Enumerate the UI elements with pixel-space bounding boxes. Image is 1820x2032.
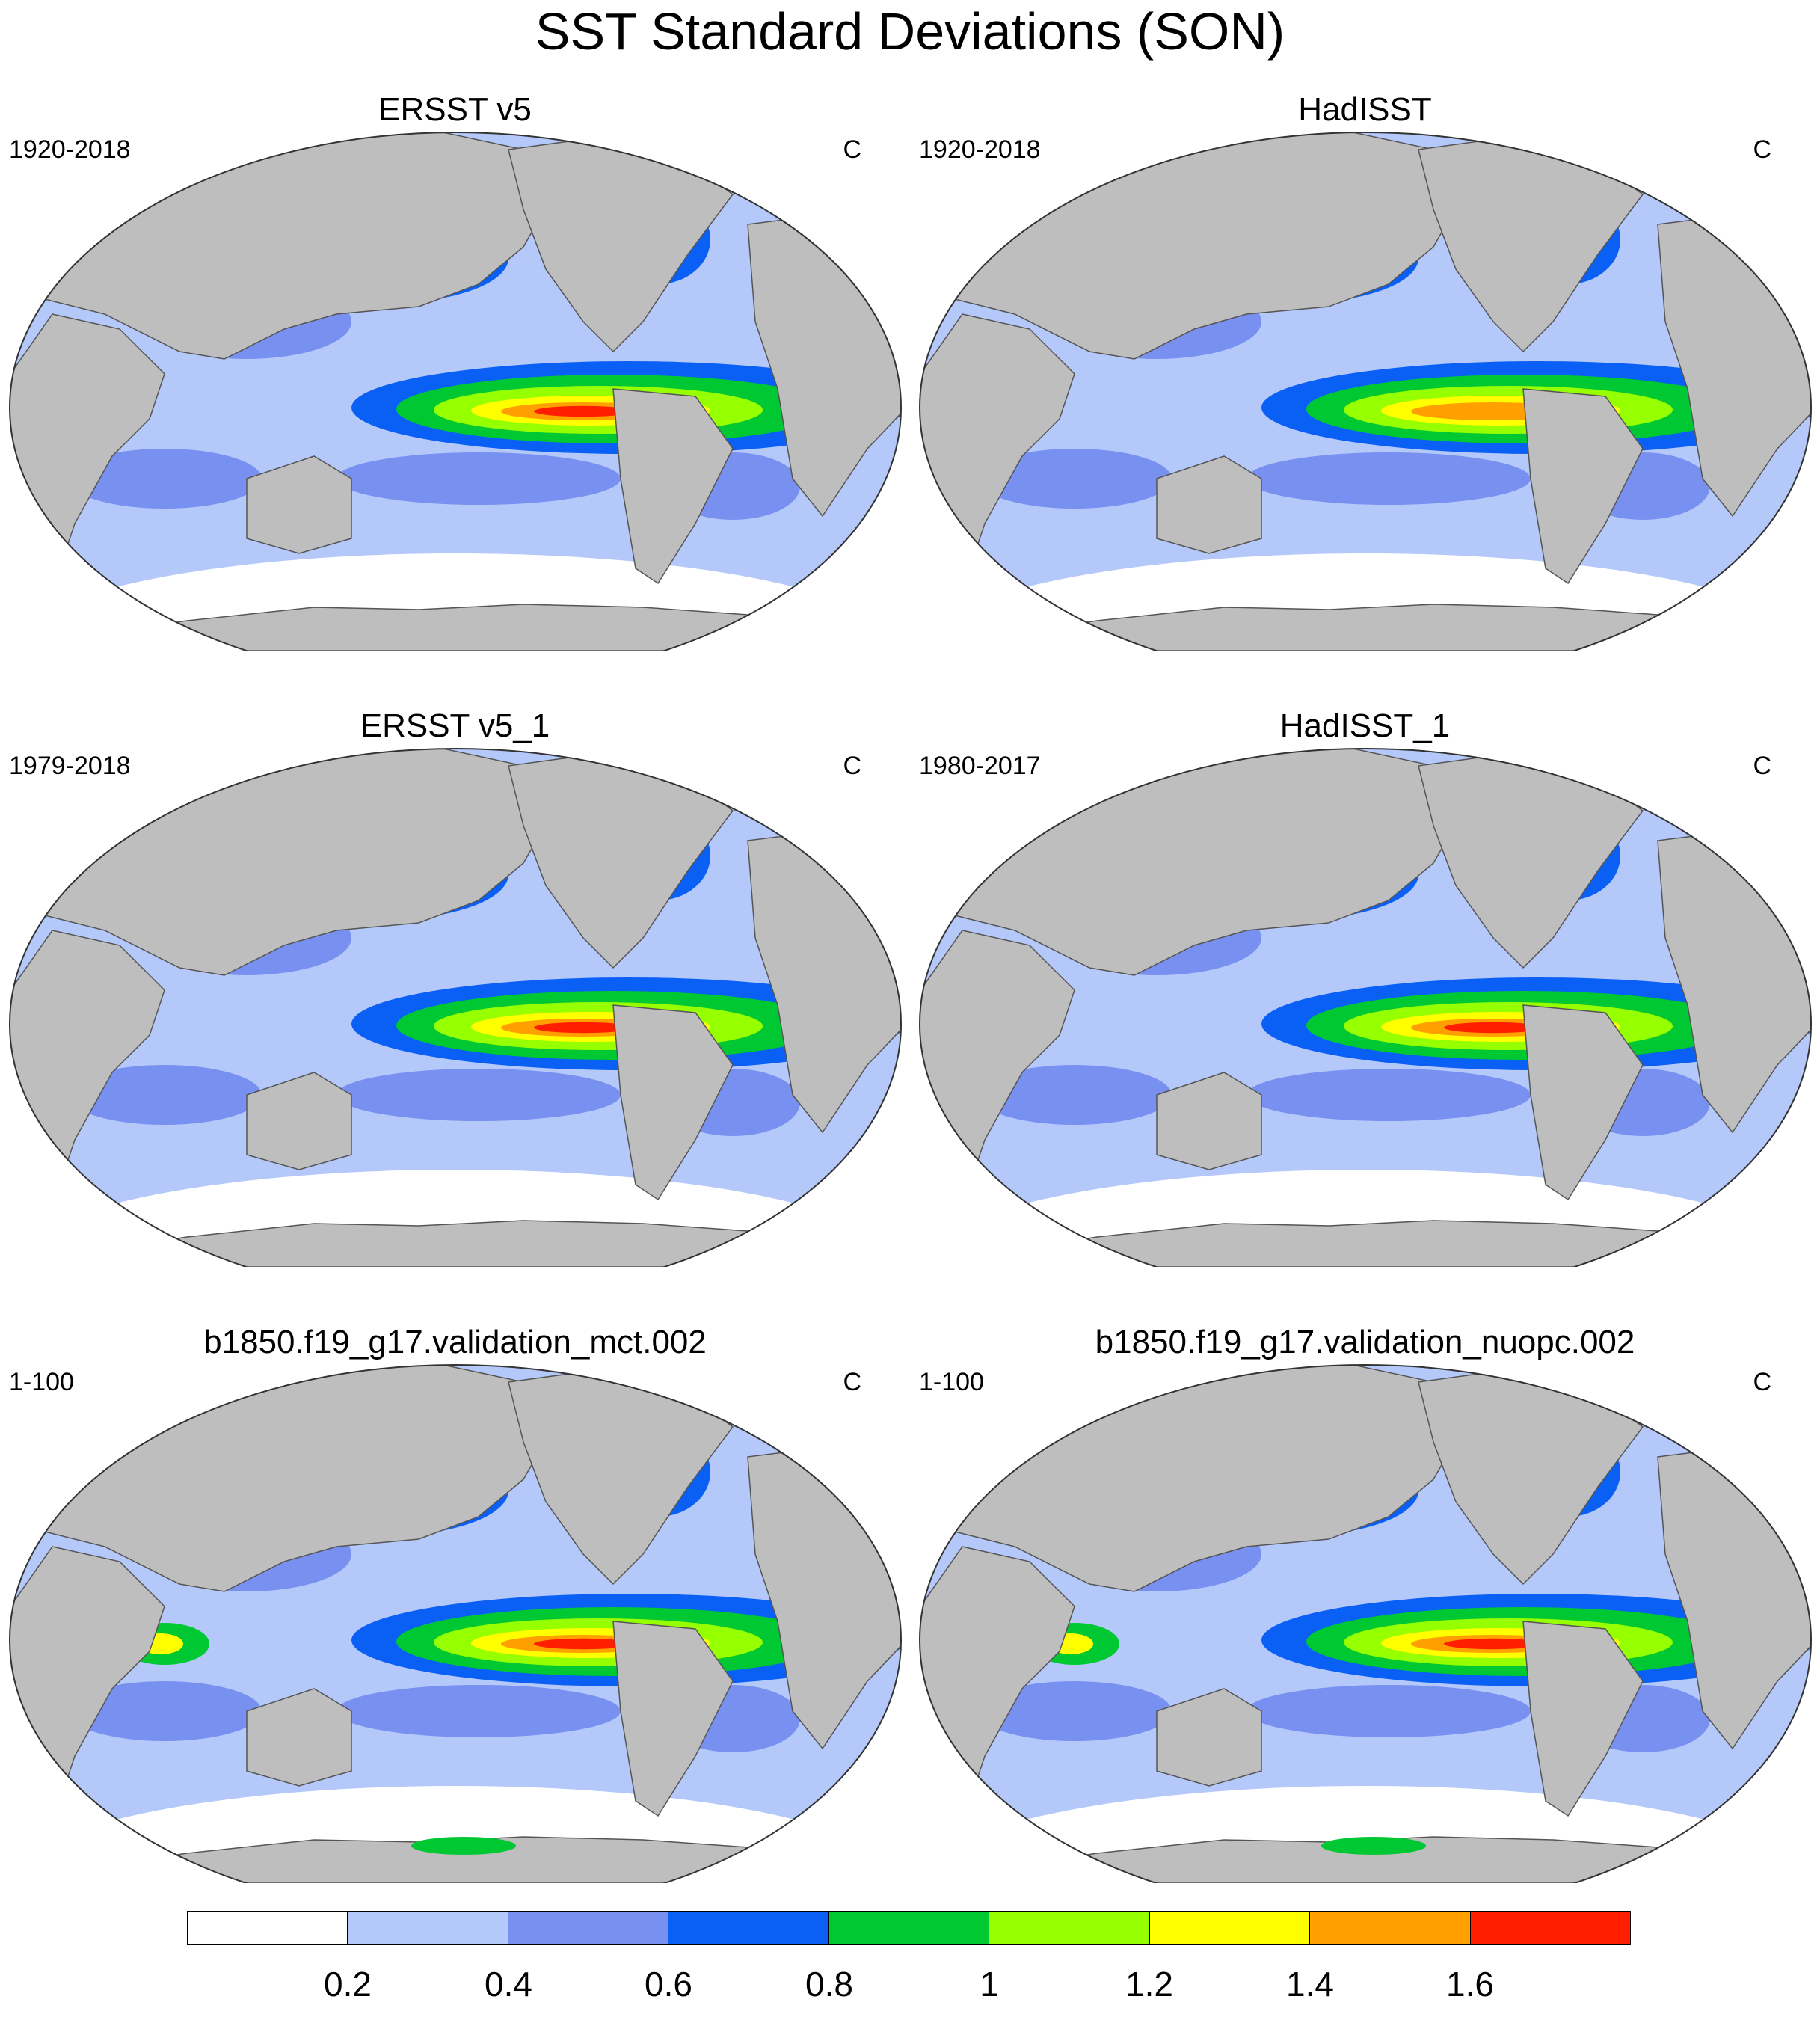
colorbar-label: 0.6 <box>645 1965 692 2004</box>
australia <box>1156 455 1262 554</box>
south-pacific-band <box>336 452 621 505</box>
southern-ocean-low-band <box>10 1786 901 1883</box>
colorbar-label: 0.8 <box>805 1965 853 2004</box>
panel-title: ERSST v5_1 <box>360 707 550 744</box>
panel-period: 1-100 <box>9 1368 74 1396</box>
australia <box>246 1688 352 1787</box>
enso-tongue-level <box>1444 1638 1543 1650</box>
southern-ocean-green <box>1321 1837 1426 1855</box>
australia <box>246 1072 352 1170</box>
map-outline <box>919 1364 1812 1883</box>
south-pacific-band <box>1246 1685 1531 1737</box>
map-panel-nuopc: b1850.f19_g17.validation_nuopc.002 1-100… <box>910 1233 1820 1883</box>
enso-tongue-level <box>534 1638 633 1650</box>
south-pacific-band <box>336 1069 621 1121</box>
southern-ocean-low-band <box>10 1170 901 1267</box>
south-america <box>612 1004 734 1201</box>
map-outline <box>9 132 902 651</box>
map <box>919 748 1812 1267</box>
south-pacific-band <box>1246 452 1531 505</box>
map-outline <box>9 748 902 1267</box>
south-indian-band <box>977 1681 1172 1741</box>
panel-title: HadISST_1 <box>1279 707 1451 744</box>
colorbar-box <box>1149 1911 1311 1945</box>
colorbar-box <box>668 1911 829 1945</box>
panel-period: 1979-2018 <box>9 752 131 780</box>
map-panel-hadisst-1: HadISST_1 1980-2017 C <box>910 616 1820 1267</box>
panel-period: 1980-2017 <box>919 752 1041 780</box>
southern-ocean-low-band <box>920 553 1811 651</box>
south-america <box>1522 1004 1644 1201</box>
map-outline <box>9 1364 902 1883</box>
colorbar <box>187 1911 1631 1947</box>
map-panel-hadisst: HadISST 1920-2018 C <box>910 0 1820 651</box>
colorbar-label: 0.4 <box>485 1965 532 2004</box>
panel-period: 1920-2018 <box>9 135 131 164</box>
map <box>919 1364 1812 1883</box>
southern-ocean-low-band <box>10 553 901 651</box>
south-america <box>612 388 734 585</box>
colorbar-box <box>1309 1911 1471 1945</box>
enso-tongue-level <box>534 405 633 417</box>
enso-tongue-level <box>534 1022 633 1034</box>
australia <box>1156 1072 1262 1170</box>
panel-units: C <box>843 135 861 164</box>
south-america <box>1522 1621 1644 1817</box>
map <box>9 1364 902 1883</box>
south-pacific-band <box>1246 1069 1531 1121</box>
panel-units: C <box>1753 135 1771 164</box>
map <box>9 748 902 1267</box>
colorbar-box <box>1469 1911 1631 1945</box>
map-panel-ersst-1: ERSST v5_1 1979-2018 C <box>0 616 910 1267</box>
colorbar-box <box>989 1911 1150 1945</box>
map <box>919 132 1812 651</box>
panel-period: 1920-2018 <box>919 135 1041 164</box>
south-indian-band <box>67 449 262 509</box>
panel-title: HadISST <box>1298 91 1432 128</box>
panel-units: C <box>1753 1368 1771 1396</box>
south-indian-band <box>67 1681 262 1741</box>
map <box>9 132 902 651</box>
map-panel-ersst: ERSST v5 1920-2018 C <box>0 0 910 651</box>
colorbar-label: 1.2 <box>1125 1965 1173 2004</box>
south-america <box>1522 388 1644 585</box>
map-outline <box>919 748 1812 1267</box>
colorbar-label: 1 <box>980 1965 999 2004</box>
australia <box>1156 1688 1262 1787</box>
panel-title: ERSST v5 <box>378 91 532 128</box>
southern-ocean-low-band <box>920 1786 1811 1883</box>
colorbar-box <box>187 1911 348 1945</box>
south-indian-band <box>977 1065 1172 1125</box>
map-panel-mct: b1850.f19_g17.validation_mct.002 1-100 C <box>0 1233 910 1883</box>
australia <box>246 455 352 554</box>
southern-ocean-low-band <box>920 1170 1811 1267</box>
colorbar-box <box>828 1911 990 1945</box>
colorbar-label: 0.2 <box>324 1965 372 2004</box>
southern-ocean-green <box>411 1837 516 1855</box>
panel-title: b1850.f19_g17.validation_nuopc.002 <box>1095 1324 1635 1360</box>
colorbar-label: 1.4 <box>1286 1965 1334 2004</box>
enso-tongue-level <box>1444 1022 1543 1034</box>
colorbar-label: 1.6 <box>1446 1965 1494 2004</box>
south-pacific-band <box>336 1685 621 1737</box>
panel-title: b1850.f19_g17.validation_mct.002 <box>203 1324 707 1360</box>
colorbar-box <box>507 1911 669 1945</box>
south-america <box>612 1621 734 1817</box>
panel-period: 1-100 <box>919 1368 984 1396</box>
panel-units: C <box>1753 752 1771 780</box>
map-outline <box>919 132 1812 651</box>
panel-units: C <box>843 752 861 780</box>
figure-title: SST Standard Deviations (SON) <box>535 2 1285 61</box>
south-indian-band <box>67 1065 262 1125</box>
colorbar-box <box>347 1911 508 1945</box>
south-indian-band <box>977 449 1172 509</box>
panel-units: C <box>843 1368 861 1396</box>
